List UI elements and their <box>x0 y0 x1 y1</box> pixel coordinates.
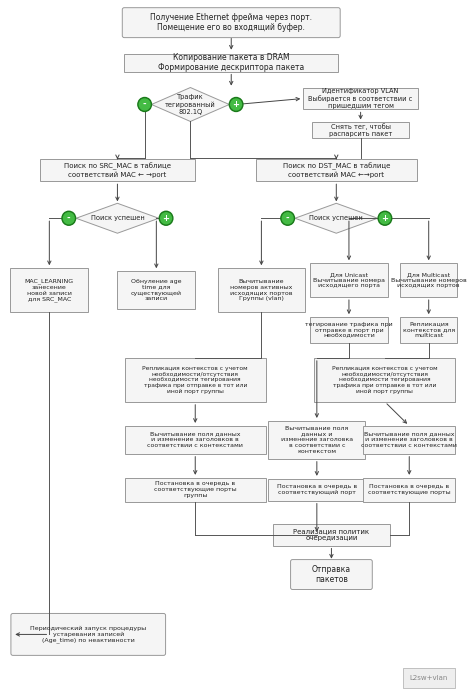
Text: Поиск успешен: Поиск успешен <box>310 216 363 221</box>
Bar <box>256 159 417 182</box>
Text: -: - <box>143 100 146 109</box>
Polygon shape <box>295 203 378 234</box>
Circle shape <box>64 213 74 224</box>
Bar <box>401 317 457 343</box>
Text: Репликация контекстов с учетом
необходимости/отсутствия
необходимости тегировани: Репликация контекстов с учетом необходим… <box>332 366 438 394</box>
Text: L2sw+vlan: L2sw+vlan <box>410 675 448 681</box>
Bar <box>268 421 365 459</box>
Text: Обнуление age
time для
существующей
записи: Обнуление age time для существующей запи… <box>131 279 182 301</box>
Polygon shape <box>76 203 159 234</box>
Bar <box>314 358 456 402</box>
Text: Копирование пакета в DRAM
Формирование дескриптора пакета: Копирование пакета в DRAM Формирование д… <box>158 53 304 72</box>
Text: -: - <box>67 213 71 222</box>
Text: Поиск по DST_MAC в таблице
соответствий MAC ←→port: Поиск по DST_MAC в таблице соответствий … <box>283 163 390 178</box>
Bar <box>273 524 390 545</box>
Circle shape <box>380 213 390 224</box>
Text: Трафик
тегированный
802.1Q: Трафик тегированный 802.1Q <box>165 94 216 115</box>
Text: Постановка в очередь в
соответствующий порт: Постановка в очередь в соответствующий п… <box>277 484 357 495</box>
Text: -: - <box>286 213 290 222</box>
Bar <box>125 477 266 502</box>
Bar <box>40 159 195 182</box>
Text: Вычитывание
номеров активных
исходящих портов
Группы (vlan): Вычитывание номеров активных исходящих п… <box>230 279 292 301</box>
Circle shape <box>229 98 243 112</box>
Text: Получение Ethernet фрейма через порт.
Помещение его во входящий буфер.: Получение Ethernet фрейма через порт. По… <box>150 13 312 33</box>
Bar <box>218 268 305 312</box>
Text: Вычитывание поля данных
и изменение заголовков в
соответствии с контекстами: Вычитывание поля данных и изменение заго… <box>147 432 243 448</box>
Text: Вычитывание поля данных
и изменение заголовков в
соответствии с контекстами: Вычитывание поля данных и изменение заго… <box>361 432 457 448</box>
Bar <box>310 317 388 343</box>
Text: Постановка в очередь в
соответствующие порты: Постановка в очередь в соответствующие п… <box>368 484 451 495</box>
Circle shape <box>283 213 293 224</box>
Text: +: + <box>382 213 388 222</box>
Text: тегирование трафика при
отправке в порт при
необходимости: тегирование трафика при отправке в порт … <box>305 322 393 338</box>
Text: Репликация контекстов с учетом
необходимости/отсутствия
необходимости тегировани: Репликация контекстов с учетом необходим… <box>142 366 248 394</box>
Text: Для Unicast
Вычитывание номера
исходящего порта: Для Unicast Вычитывание номера исходящег… <box>313 272 385 288</box>
Circle shape <box>281 211 294 225</box>
Text: Реализация политик
очередизации: Реализация политик очередизации <box>293 528 370 541</box>
FancyBboxPatch shape <box>122 8 340 37</box>
Text: Идентификатор VLAN
Выбирается в соответствии с
пришедшим тегом: Идентификатор VLAN Выбирается в соответс… <box>309 88 413 109</box>
Bar <box>312 123 409 139</box>
Bar <box>10 268 88 312</box>
Circle shape <box>138 98 152 112</box>
Text: +: + <box>163 213 170 222</box>
Text: Отправка
пакетов: Отправка пакетов <box>312 565 351 584</box>
Text: Поиск успешен: Поиск успешен <box>91 216 144 221</box>
Bar <box>401 263 457 297</box>
Bar <box>310 263 388 297</box>
Bar <box>118 271 195 309</box>
Text: MAC_LEARNING
занесение
новой записи
для SRC_MAC: MAC_LEARNING занесение новой записи для … <box>25 278 74 302</box>
Text: Поиск по SRC_MAC в таблице
соответствий MAC ← →port: Поиск по SRC_MAC в таблице соответствий … <box>64 163 171 178</box>
Circle shape <box>62 211 75 225</box>
Bar <box>125 426 266 454</box>
Circle shape <box>139 99 150 110</box>
Circle shape <box>161 213 172 224</box>
Bar <box>303 87 418 109</box>
Text: Репликация
контекстов для
multicast: Репликация контекстов для multicast <box>402 322 455 338</box>
Bar <box>125 358 266 402</box>
Text: Снять тег, чтобы
распарсить пакет: Снять тег, чтобы распарсить пакет <box>329 123 392 137</box>
Text: Вычитывание поля
данных и
изменение заголовка
в соответствии с
контекстом: Вычитывание поля данных и изменение заго… <box>281 426 353 454</box>
Circle shape <box>159 211 173 225</box>
FancyBboxPatch shape <box>291 559 372 590</box>
FancyBboxPatch shape <box>11 613 165 656</box>
Text: +: + <box>233 100 239 109</box>
Bar <box>124 53 338 71</box>
Bar <box>363 477 456 502</box>
Circle shape <box>231 99 241 110</box>
Bar <box>268 479 365 500</box>
Text: Периодический запуск процедуры
устаревания записей
(Age_time) по неактивности: Периодический запуск процедуры устареван… <box>30 626 146 643</box>
Polygon shape <box>152 87 229 121</box>
Circle shape <box>378 211 392 225</box>
Text: Для Multicast
Вычитывание номеров
исходящих портов: Для Multicast Вычитывание номеров исходя… <box>391 272 466 288</box>
Bar <box>363 426 456 454</box>
Text: Постановка в очередь в
соответствующие порты
группы: Постановка в очередь в соответствующие п… <box>154 482 237 498</box>
